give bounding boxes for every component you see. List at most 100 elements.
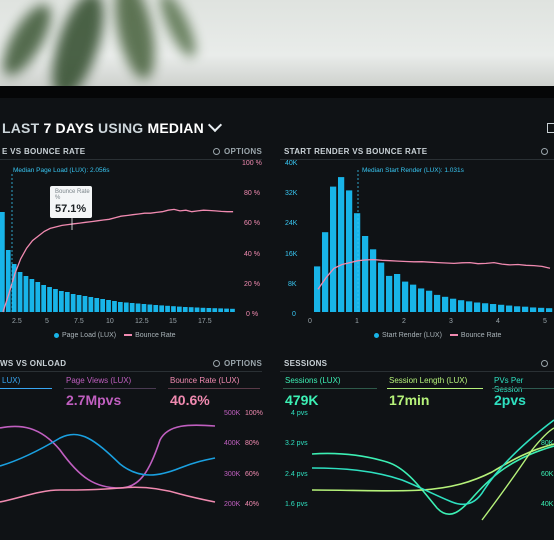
page-load-bar (106, 300, 111, 312)
start-render-bar (442, 296, 449, 312)
panel1-right-tick: 20 % (244, 281, 260, 288)
page-load-chart (0, 174, 235, 313)
panel2-left-tick: 16K (285, 251, 298, 258)
panel1-right-tick: 40 % (244, 251, 260, 258)
options-icon (541, 148, 548, 156)
start-render-bar (514, 306, 521, 312)
tooltip-sub: % (55, 195, 61, 201)
options-icon (213, 148, 220, 156)
panel2-left-tick: 40K (285, 160, 298, 167)
panel2-x-tick: 2 (402, 318, 406, 325)
page-load-bar (177, 306, 182, 312)
panel4-options-button[interactable] (541, 359, 552, 368)
panel1-x-tick: 15 (169, 318, 177, 325)
start-render-bar (498, 304, 505, 312)
page-load-bar (112, 301, 117, 312)
legend-label: Bounce Rate (460, 332, 502, 339)
start-render-bar (474, 302, 481, 312)
panel2-left-tick: 0 (292, 311, 296, 318)
bounce-rate-tooltip: Bounce Rate % 57.1% (50, 186, 92, 218)
start-render-bar (546, 308, 553, 312)
monitor-icon[interactable] (547, 123, 554, 133)
start-render-bar (434, 294, 441, 312)
panel1-x-tick: 17.5 (198, 318, 212, 325)
metric-underline (64, 388, 156, 389)
start-render-bar (466, 301, 473, 312)
page-load-bar (53, 289, 58, 312)
panel3-right-tick: 60% (245, 471, 260, 478)
page-load-bar (41, 285, 47, 312)
page-load-bar (218, 308, 224, 312)
metric-underline (387, 388, 483, 389)
panel1-x-tick: 12.5 (135, 318, 149, 325)
session-length-line (311, 443, 554, 492)
onload-line (0, 433, 216, 476)
panel3-left-tick: 500K (224, 410, 241, 417)
bounce-rate-line (0, 486, 216, 503)
page-load-bar (88, 297, 94, 312)
panel1-median-label: Median Page Load (LUX): 2.056s (13, 167, 110, 174)
start-render-bar (330, 186, 337, 312)
page-load-bar (123, 302, 129, 312)
panel4-title: SESSIONS (284, 359, 328, 368)
panel2-options-button[interactable] (541, 147, 552, 156)
metric-label: LUX) (2, 376, 21, 385)
page-load-bar (194, 307, 200, 312)
panel1-right-tick: 100 % (242, 160, 262, 167)
page-load-bar (17, 272, 23, 312)
panel2-x-tick: 3 (449, 318, 453, 325)
page-views-line (0, 424, 216, 489)
page-load-bar (159, 305, 165, 312)
panel4-right-tick: 60K (541, 471, 554, 478)
page-load-bar (64, 292, 70, 312)
legend-line-icon (124, 334, 133, 337)
dashboard-header[interactable]: LAST 7 DAYS USING MEDIAN (2, 117, 222, 136)
page-load-bar (0, 212, 5, 312)
options-icon (541, 360, 548, 368)
start-render-bar (418, 288, 425, 312)
panel1-x-tick: 2.5 (12, 318, 22, 325)
page-load-bar (47, 287, 52, 312)
page-load-bar (70, 294, 76, 312)
start-render-bar (322, 232, 329, 312)
metric-label: Bounce Rate (LUX) (170, 376, 240, 385)
panel2-x-tick: 4 (496, 318, 500, 325)
page-load-bar (35, 282, 41, 312)
start-render-bar (410, 284, 417, 312)
options-label: OPTIONS (224, 359, 263, 368)
page-load-bar (206, 308, 212, 312)
panel1-options-button[interactable]: OPTIONS (213, 147, 262, 156)
start-render-bar (370, 249, 377, 312)
metric-label: Sessions (LUX) (285, 376, 341, 385)
panel2-left-tick: 8K (288, 281, 297, 288)
start-render-bar (386, 275, 393, 312)
legend-line-icon (449, 334, 458, 337)
legend-label: Page Load (LUX) (62, 332, 117, 339)
start-render-bar (490, 304, 497, 312)
page-load-bar (230, 308, 235, 312)
page-load-bar (29, 279, 35, 312)
panel1-x-tick: 7.5 (74, 318, 84, 325)
panel4-left-tick: 1.6 pvs (285, 501, 308, 508)
start-render-bar (538, 307, 545, 312)
panel4-left-tick: 3.2 pvs (285, 440, 308, 447)
panel3-options-button[interactable]: OPTIONS (213, 359, 262, 368)
panel3-title: WS VS ONLOAD (0, 359, 67, 368)
start-render-bar (506, 305, 513, 312)
panel3-divider (0, 371, 262, 372)
page-load-bar (23, 276, 29, 312)
page-load-bar (200, 307, 206, 312)
page-load-bar (135, 303, 141, 312)
page-load-bar (129, 303, 135, 312)
panel4-right-tick: 80K (541, 440, 554, 447)
chevron-down-icon[interactable] (207, 117, 222, 133)
page-load-bar (147, 304, 153, 312)
page-load-bar (59, 291, 64, 312)
sessions-lines-chart (311, 419, 554, 521)
metric-underline (492, 388, 554, 389)
panel2-left-tick: 32K (285, 190, 298, 197)
panel2-divider (280, 159, 554, 160)
start-render-bar (362, 236, 369, 312)
metric-label: PVs Per Session (494, 376, 524, 394)
